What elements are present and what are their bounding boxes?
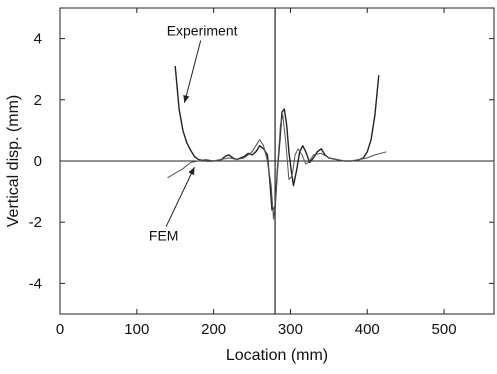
axis-ticks: 0 100 200 300 400 500 -4 -2 0 2 4 [29, 8, 494, 338]
annotation-arrow-line [183, 40, 202, 103]
y-tick-label: -2 [29, 214, 42, 231]
y-axis-title: Vertical disp. (mm) [5, 95, 22, 227]
arrowhead [188, 167, 195, 176]
y-tick-label: -4 [29, 275, 42, 292]
x-axis-title: Location (mm) [226, 347, 328, 364]
y-tick-label: 4 [34, 31, 42, 48]
series-line-experiment [174, 66, 380, 211]
arrowhead [183, 94, 190, 103]
series-lines [167, 66, 387, 220]
x-tick-label: 0 [56, 321, 64, 338]
series-line-fem [167, 114, 387, 220]
y-tick-label: 0 [34, 153, 42, 170]
x-tick-label: 200 [201, 321, 226, 338]
x-tick-label: 300 [278, 321, 303, 338]
annotation-fem: FEM [149, 228, 179, 244]
annotation-experiment: Experiment [167, 23, 238, 39]
reference-lines [60, 8, 494, 314]
annotation-arrow-line [165, 166, 195, 227]
x-tick-label: 100 [124, 321, 149, 338]
x-tick-label: 400 [355, 321, 380, 338]
x-tick-label: 500 [432, 321, 457, 338]
annotations: Experiment FEM [149, 23, 238, 244]
y-tick-label: 2 [34, 92, 42, 109]
